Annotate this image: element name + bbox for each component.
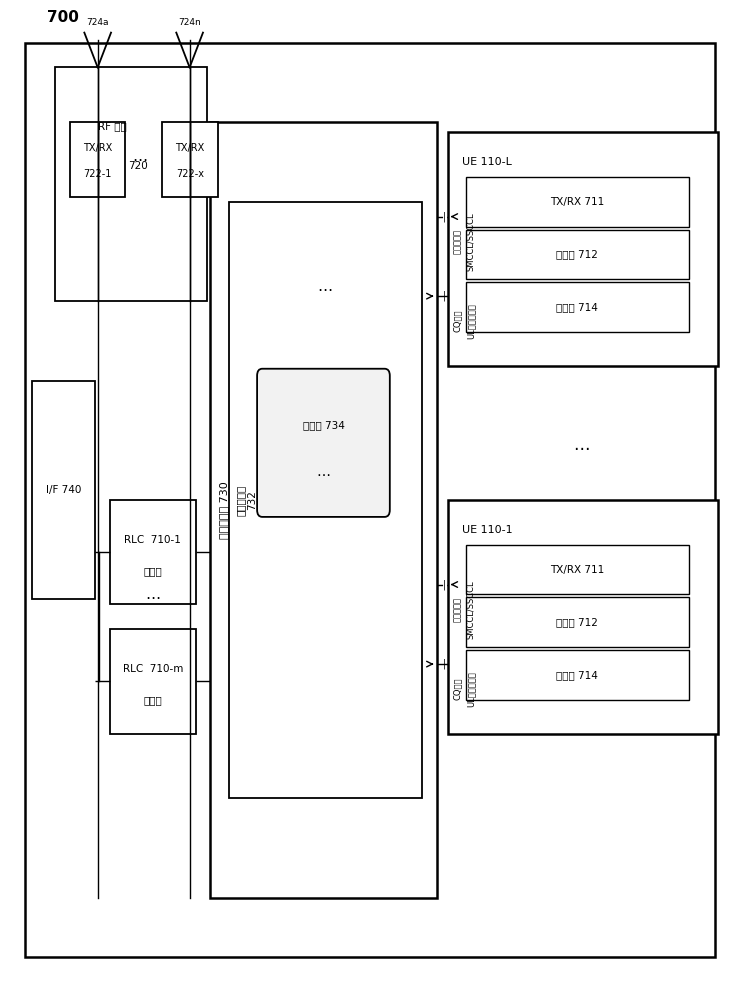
Bar [466,650,689,700]
Text: I/F 740: I/F 740 [46,485,81,495]
Text: |: | [442,579,445,590]
Text: 缓冲器: 缓冲器 [143,566,162,576]
Text: TX/RX: TX/RX [83,143,112,153]
Text: 722-1: 722-1 [83,169,111,179]
Text: …: … [317,465,330,479]
Bar [466,545,689,594]
Text: CQ报告: CQ报告 [453,678,462,700]
Text: …: … [317,279,333,294]
Bar [32,381,96,599]
Text: |: | [442,659,445,669]
Text: 720: 720 [128,161,148,171]
Text: 数据库 714: 数据库 714 [557,302,598,312]
Bar [162,122,218,197]
Text: 缓冲器: 缓冲器 [143,695,162,705]
Text: 724a: 724a [87,18,109,27]
Text: 处理器 712: 处理器 712 [557,249,598,259]
Text: UL缓冲器状态: UL缓冲器状态 [466,671,475,707]
Text: UE 110-L: UE 110-L [462,157,512,167]
Text: 722-x: 722-x [176,169,204,179]
Bar [447,132,719,366]
Bar [111,629,196,734]
Text: |: | [442,291,445,301]
Text: 资源调度器 730: 资源调度器 730 [219,481,229,539]
Text: CQ报告: CQ报告 [453,310,462,332]
Text: SMCCL/SSCCL: SMCCL/SSCCL [466,212,475,271]
Text: 724n: 724n [179,18,201,27]
Text: 资源指派和: 资源指派和 [453,229,462,254]
Text: 732: 732 [247,490,257,510]
Text: |: | [442,211,445,222]
Text: 700: 700 [47,10,79,25]
Text: 数据库 714: 数据库 714 [557,670,598,680]
Text: TX/RX 711: TX/RX 711 [551,565,604,575]
Text: 资源指派和: 资源指派和 [453,597,462,622]
Text: RLC  710-1: RLC 710-1 [125,535,182,545]
Text: RLC  710-m: RLC 710-m [123,664,183,674]
Bar [69,122,125,197]
Text: SMCCL/SSCCL: SMCCL/SSCCL [466,580,475,639]
Bar [466,177,689,227]
Text: …: … [132,149,147,164]
Bar [211,122,436,898]
Bar [466,597,689,647]
Bar [466,282,689,332]
Bar [55,67,207,301]
Text: …: … [573,436,589,454]
FancyBboxPatch shape [257,369,390,517]
Text: 处理器 712: 处理器 712 [557,617,598,627]
Bar [229,202,422,798]
Text: RF 电路: RF 电路 [98,121,127,131]
Text: UL缓冲器状态: UL缓冲器状态 [466,303,475,339]
Text: …: … [146,587,161,602]
Text: UE 110-1: UE 110-1 [462,525,513,535]
Text: TX/RX: TX/RX [176,143,205,153]
Bar [111,500,196,604]
Bar [447,500,719,734]
Text: 数据库 734: 数据库 734 [303,421,344,431]
Text: 指派处理器: 指派处理器 [236,484,246,516]
Bar [466,230,689,279]
Text: TX/RX 711: TX/RX 711 [551,197,604,207]
